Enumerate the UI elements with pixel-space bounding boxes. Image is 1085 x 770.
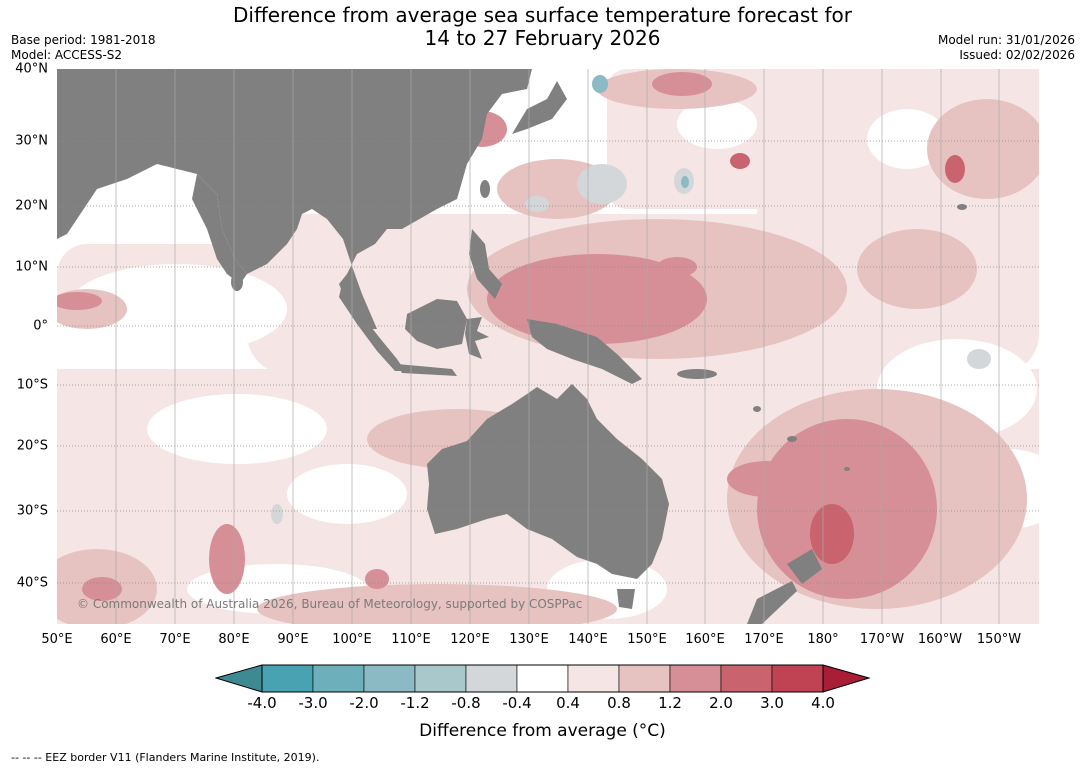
lon-label: 150°E — [627, 632, 667, 647]
map-title: Difference from average sea surface temp… — [0, 4, 1085, 50]
lon-label: 120°E — [450, 632, 490, 647]
lon-label: 50°E — [41, 632, 73, 647]
lat-label: 40°N — [15, 61, 48, 77]
lat-label: 30°S — [16, 503, 48, 519]
model-name: Model: ACCESS-S2 — [11, 48, 123, 62]
lat-label: 40°S — [16, 575, 48, 591]
colorbar-segment — [465, 664, 518, 693]
eez-footnote: -- -- -- EEZ border V11 (Flanders Marine… — [11, 751, 320, 764]
title-line-2: 14 to 27 February 2026 — [424, 26, 661, 50]
issued-date: Issued: 02/02/2026 — [959, 48, 1075, 62]
anomaly-1-2-to-2-0 — [57, 72, 937, 601]
lat-label: 0° — [33, 318, 48, 334]
lon-label: 110°E — [391, 632, 431, 647]
colorbar-extension-high — [823, 665, 869, 692]
colorbar-segment — [414, 664, 467, 693]
lat-label: 30°N — [15, 133, 48, 149]
lon-label: 130°E — [509, 632, 549, 647]
lon-label: 100°E — [332, 632, 372, 647]
lon-label: 90°E — [277, 632, 309, 647]
colorbar-tick-label: -4.0 — [247, 694, 277, 712]
lon-label: 80°E — [218, 632, 250, 647]
sst-anomaly-map — [57, 69, 1039, 624]
colorbar-segment — [669, 664, 722, 693]
colorbar-segment — [363, 664, 416, 693]
anomaly-2-0-to-3-0 — [730, 153, 965, 564]
colorbar-tick-label: 4.0 — [811, 694, 835, 712]
colorbar — [215, 664, 870, 693]
colorbar-segment — [516, 664, 569, 693]
lon-label: 170°E — [744, 632, 784, 647]
colorbar-segment — [720, 664, 773, 693]
lat-label: 10°S — [16, 377, 48, 393]
lon-label: 140°E — [568, 632, 608, 647]
graticule — [57, 69, 1039, 624]
colorbar-extension-low — [216, 665, 262, 692]
lon-label: 180° — [807, 632, 839, 647]
colorbar-tick-label: -1.2 — [400, 694, 430, 712]
lon-label: 150°W — [976, 632, 1022, 647]
lat-label: 20°N — [15, 198, 48, 214]
colorbar-segment — [618, 664, 671, 693]
copyright-notice: © Commonwealth of Australia 2026, Bureau… — [77, 597, 583, 611]
model-run: Model run: 31/01/2026 — [937, 33, 1075, 47]
lat-label: 20°S — [16, 438, 48, 454]
lon-label: 170°W — [859, 632, 905, 647]
colorbar-segment — [567, 664, 620, 693]
colorbar-tick-label: -0.4 — [502, 694, 532, 712]
title-line-1: Difference from average sea surface temp… — [232, 3, 852, 27]
lon-label: 60°E — [100, 632, 132, 647]
base-period: Base period: 1981-2018 — [11, 33, 156, 47]
land — [57, 69, 967, 624]
colorbar-tick-label: -2.0 — [349, 694, 379, 712]
anomaly-strong-negative — [592, 75, 689, 188]
colorbar-tick-label: 0.4 — [556, 694, 580, 712]
colorbar-tick-label: 0.8 — [607, 694, 631, 712]
run-info: Model run: 31/01/2026 Issued: 02/02/2026 — [938, 33, 1075, 63]
lon-label: 70°E — [159, 632, 191, 647]
lon-label: 160°W — [917, 632, 963, 647]
colorbar-tick-label: 3.0 — [760, 694, 784, 712]
colorbar-title: Difference from average (°C) — [419, 721, 666, 741]
colorbar-tick-label: 2.0 — [709, 694, 733, 712]
colorbar-tick-label: -0.8 — [451, 694, 481, 712]
lon-label: 160°E — [685, 632, 725, 647]
colorbar-segment — [312, 664, 365, 693]
colorbar-segment — [771, 664, 824, 693]
colorbar-segment — [261, 664, 314, 693]
lat-label: 10°N — [15, 259, 48, 275]
colorbar-tick-label: -3.0 — [298, 694, 328, 712]
colorbar-tick-label: 1.2 — [658, 694, 682, 712]
model-info: Base period: 1981-2018 Model: ACCESS-S2 — [11, 33, 156, 63]
